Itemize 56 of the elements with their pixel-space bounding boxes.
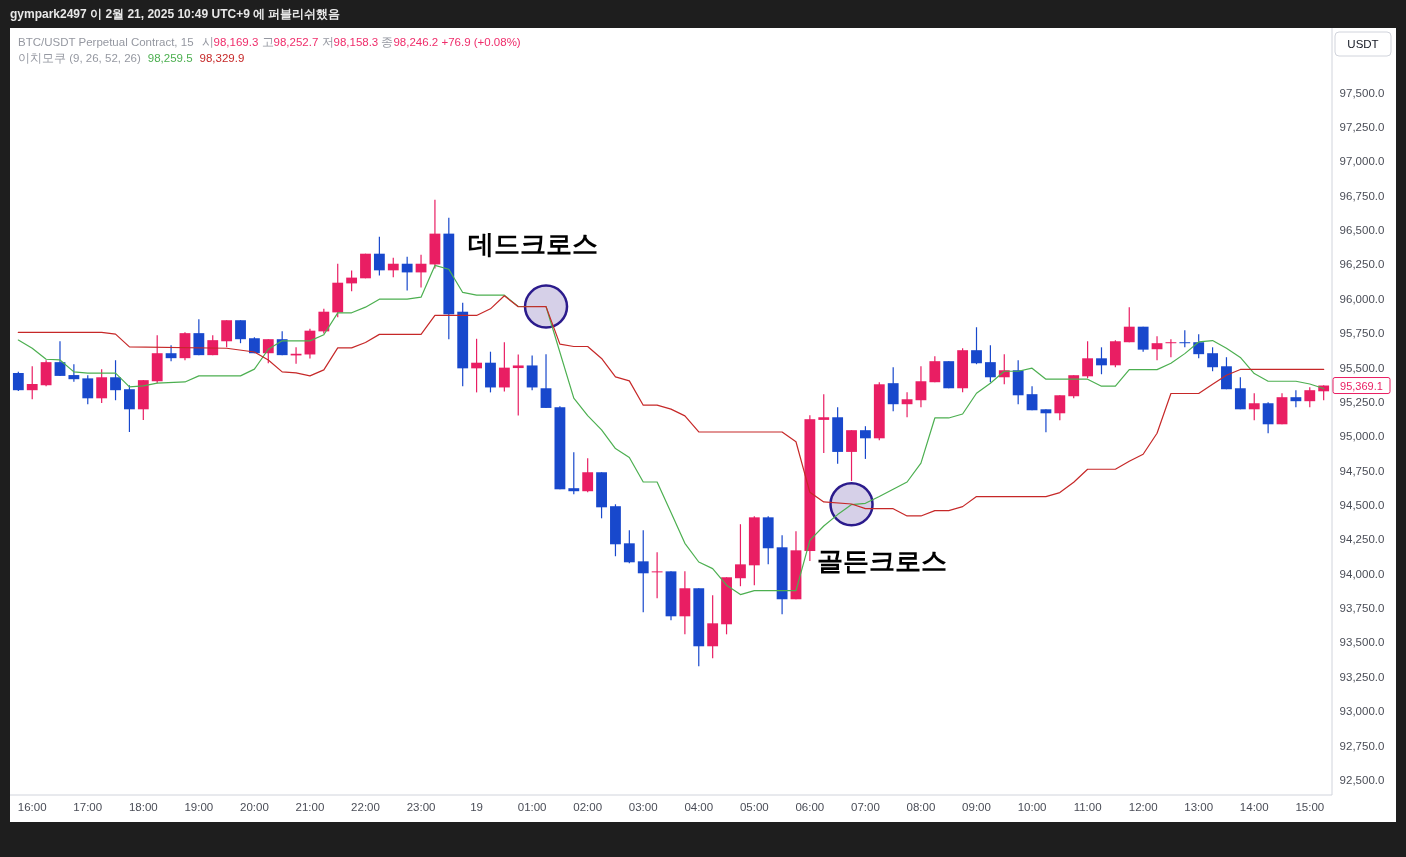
unit-box: USDT bbox=[1334, 31, 1392, 57]
y-tick-label: 93,250.0 bbox=[1339, 670, 1385, 683]
x-tick-label: 01:00 bbox=[517, 801, 547, 813]
price-tag: 95,369.1 bbox=[1332, 377, 1391, 394]
y-tick-label: 94,250.0 bbox=[1339, 533, 1385, 546]
x-tick-label: 13:00 bbox=[1184, 801, 1214, 813]
x-tick-label: 21:00 bbox=[295, 801, 325, 813]
x-tick-label: 18:00 bbox=[128, 801, 158, 813]
x-tick-label: 08:00 bbox=[906, 801, 936, 813]
x-tick-label: 16:00 bbox=[17, 801, 47, 813]
annotation: 골든크로스 bbox=[816, 546, 947, 577]
annotation: 이치모쿠 (9, 26, 52, 26) bbox=[18, 52, 141, 64]
y-tick-label: 94,500.0 bbox=[1339, 498, 1385, 511]
x-tick-label: 04:00 bbox=[684, 801, 714, 813]
x-tick-label: 22:00 bbox=[351, 801, 380, 813]
x-tick-label: 19 bbox=[470, 801, 483, 813]
x-tick-label: 11:00 bbox=[1073, 801, 1102, 813]
y-tick-label: 94,750.0 bbox=[1339, 464, 1385, 477]
x-tick-label: 06:00 bbox=[795, 801, 825, 813]
y-tick-label: 96,500.0 bbox=[1339, 224, 1385, 237]
x-tick-label: 05:00 bbox=[739, 801, 769, 813]
x-tick-label: 17:00 bbox=[73, 801, 103, 813]
x-tick-label: 19:00 bbox=[184, 801, 214, 813]
y-tick-label: 97,000.0 bbox=[1339, 155, 1385, 168]
x-tick-label: 20:00 bbox=[240, 801, 269, 813]
y-axis-title: USDT bbox=[1347, 38, 1379, 50]
y-tick-label: 95,250.0 bbox=[1339, 395, 1385, 408]
x-tick-label: 12:00 bbox=[1128, 801, 1158, 813]
x-tick-label: 14:00 bbox=[1239, 801, 1269, 813]
text: gympark2497 이 2월 21, 2025 10:49 UTC+9 에 퍼블리쉬했음 bbox=[10, 7, 341, 21]
y-tick-label: 95,750.0 bbox=[1339, 327, 1385, 340]
annotation: 데드크로스 bbox=[468, 228, 599, 259]
x-tick-label: 10:00 bbox=[1017, 801, 1047, 813]
x-tick-label: 23:00 bbox=[406, 801, 436, 813]
y-tick-label: 97,250.0 bbox=[1339, 120, 1385, 133]
y-tick-label: 97,500.0 bbox=[1339, 86, 1385, 99]
y-tick-label: 92,750.0 bbox=[1339, 739, 1385, 752]
x-tick-label: 02:00 bbox=[573, 801, 603, 813]
annotation: 98,259.5 bbox=[147, 52, 193, 64]
y-tick-label: 93,500.0 bbox=[1339, 636, 1385, 649]
y-tick-label: 96,750.0 bbox=[1339, 189, 1385, 202]
y-tick-label: 93,750.0 bbox=[1339, 602, 1385, 615]
y-tick-label: 92,500.0 bbox=[1339, 773, 1385, 786]
x-tick-label: 15:00 bbox=[1295, 801, 1325, 813]
x-tick-label: 07:00 bbox=[851, 801, 880, 813]
y-tick-label: 93,000.0 bbox=[1339, 705, 1385, 718]
annotation: 98,329.9 bbox=[199, 52, 245, 64]
text: 시98,169.3 고98,252.7 저98,158.3 종98,246.2 +76.9 (+0.08%) bbox=[201, 36, 521, 48]
y-tick-label: 95,500.0 bbox=[1339, 361, 1385, 374]
y-tick-label: 94,000.0 bbox=[1339, 567, 1385, 580]
x-tick-label: 09:00 bbox=[962, 801, 991, 813]
y-tick-label: 95,000.0 bbox=[1339, 430, 1385, 443]
x-tick-label: 03:00 bbox=[628, 801, 658, 813]
y-tick-label: 96,250.0 bbox=[1339, 258, 1385, 271]
y-tick-label: 96,000.0 bbox=[1339, 292, 1385, 305]
text: BTC/USDT Perpetual Contract, 15 bbox=[18, 36, 194, 48]
